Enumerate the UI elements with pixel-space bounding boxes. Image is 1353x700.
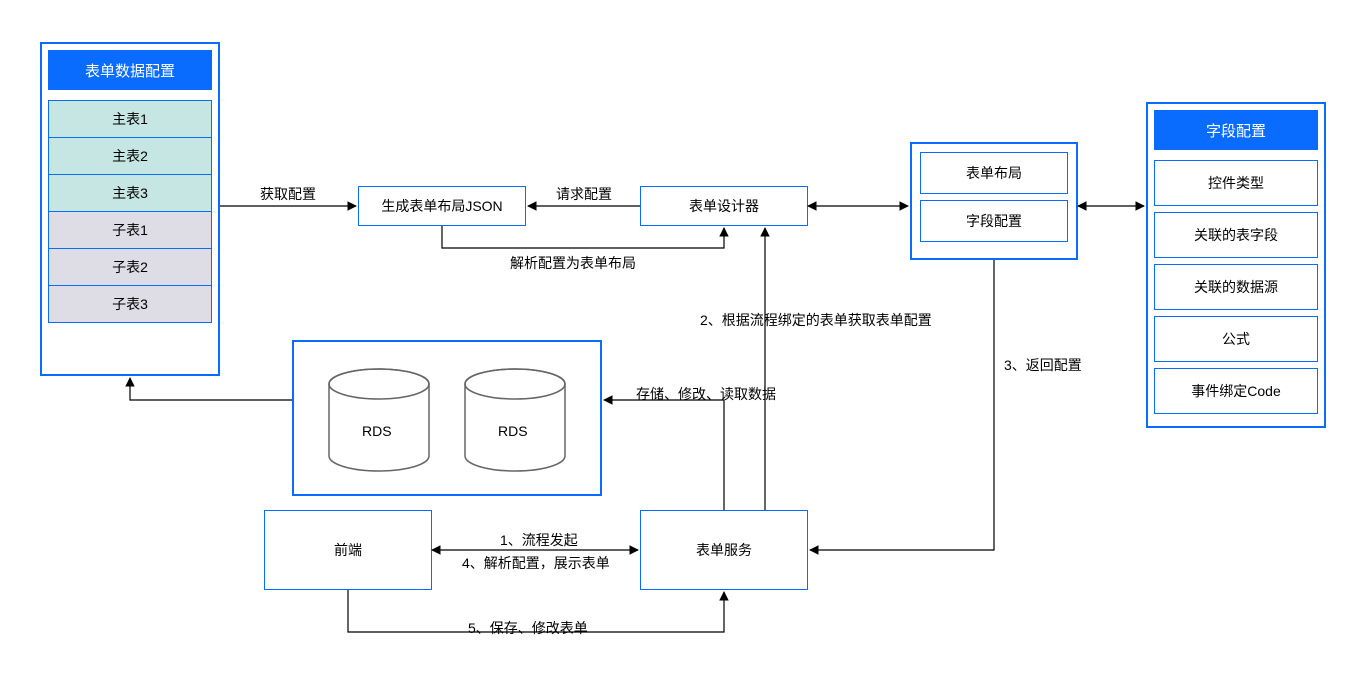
left-panel-header: 表单数据配置 [48,50,212,90]
sub-table-item: 子表2 [48,248,212,286]
edge-label-flow2: 2、根据流程绑定的表单获取表单配置 [700,310,932,330]
main-table-item: 主表1 [48,100,212,138]
form-layout-box: 表单布局 [920,152,1068,194]
sub-table-item: 子表3 [48,285,212,323]
right-panel: 字段配置 控件类型 关联的表字段 关联的数据源 公式 事件绑定Code [1146,102,1326,428]
field-config-item: 关联的数据源 [1154,264,1318,310]
main-table-item: 主表2 [48,137,212,175]
form-service-box: 表单服务 [640,510,808,590]
edge-label-flow4: 4、解析配置，展示表单 [462,553,610,573]
edge-label-flow1: 1、流程发起 [500,530,578,550]
edge-label-flow3: 3、返回配置 [1004,355,1082,375]
designer-output-group: 表单布局 字段配置 [910,142,1078,260]
edge-label-get-cfg: 获取配置 [260,184,316,204]
rds-cylinder-1 [326,366,432,476]
field-config-item: 关联的表字段 [1154,212,1318,258]
json-generator-box: 生成表单布局JSON [358,186,526,226]
rds-cylinder-2 [462,366,568,476]
frontend-box: 前端 [264,510,432,590]
field-config-item: 公式 [1154,316,1318,362]
edge-label-parse-layout: 解析配置为表单布局 [510,253,636,273]
edge-label-store-read: 存储、修改、读取数据 [636,384,776,404]
edge-label-flow5: 5、保存、修改表单 [468,618,588,638]
main-table-item: 主表3 [48,174,212,212]
field-config-item: 事件绑定Code [1154,368,1318,414]
right-panel-header: 字段配置 [1154,110,1318,150]
rds-label-1: RDS [362,423,392,439]
form-designer-box: 表单设计器 [640,186,808,226]
rds-label-2: RDS [498,423,528,439]
left-panel: 表单数据配置 主表1 主表2 主表3 子表1 子表2 子表3 [40,42,220,376]
sub-table-item: 子表1 [48,211,212,249]
diagram-canvas: 表单数据配置 主表1 主表2 主表3 子表1 子表2 子表3 生成表单布局JSO… [0,0,1353,700]
field-config-box: 字段配置 [920,200,1068,242]
edge-label-req-cfg: 请求配置 [556,184,612,204]
field-config-item: 控件类型 [1154,160,1318,206]
